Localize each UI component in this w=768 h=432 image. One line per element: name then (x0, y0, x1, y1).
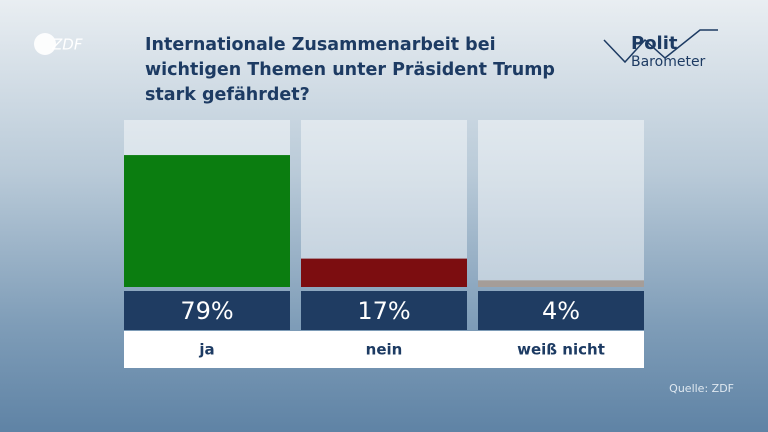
bar (301, 258, 467, 287)
category-strip (124, 331, 290, 368)
x-tick-label: ja (198, 341, 214, 359)
value-strip (301, 291, 467, 330)
chart-title: Internationale Zusammenarbeit bei wichti… (145, 35, 555, 105)
bar-panel (478, 120, 644, 287)
brand-line1: Polit (631, 33, 678, 54)
broadcaster-logo: ZDF (51, 36, 83, 54)
value-strip (478, 291, 644, 330)
value-strip (124, 291, 290, 330)
logo-circle (34, 33, 56, 55)
value-label: 79% (180, 297, 233, 325)
value-label: 4% (542, 297, 580, 325)
bar (124, 155, 290, 287)
value-label: 17% (357, 297, 410, 325)
bar (478, 280, 644, 287)
x-tick-label: nein (366, 341, 403, 359)
brand-line2: Barometer (631, 54, 706, 70)
x-tick-label: weiß nicht (517, 341, 605, 359)
category-strip (290, 331, 467, 368)
source-note: Quelle: ZDF (669, 382, 734, 395)
brand-swoosh (603, 29, 718, 64)
category-strip (467, 331, 644, 368)
